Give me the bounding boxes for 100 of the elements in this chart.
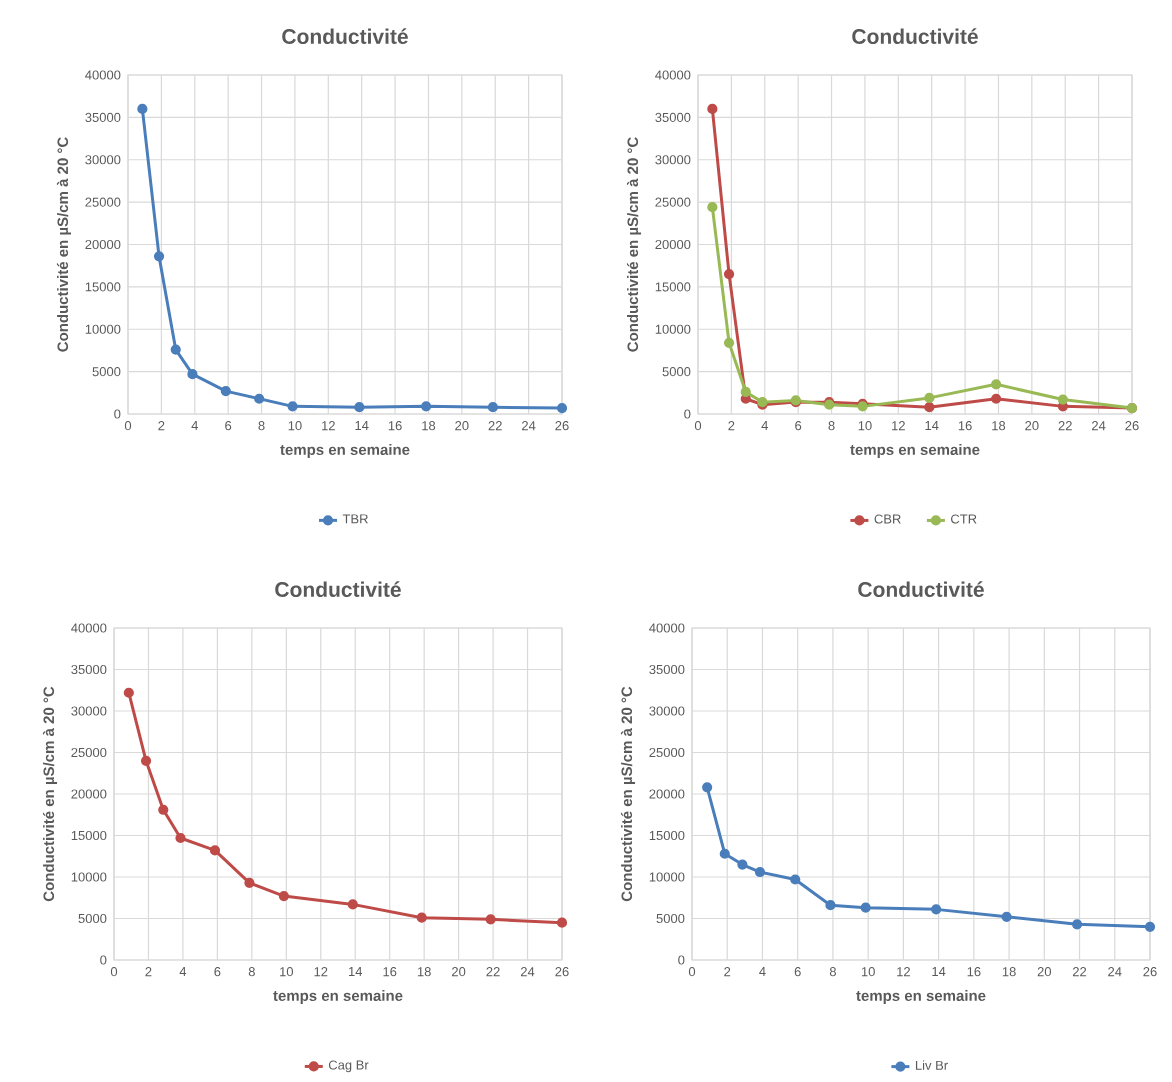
x-axis-title: temps en semaine (850, 444, 980, 458)
y-tick-label: 0 (114, 409, 121, 419)
x-tick-label: 18 (417, 967, 431, 977)
x-tick-label: 20 (455, 421, 469, 431)
y-tick-label: 5000 (662, 367, 691, 377)
x-tick-label: 16 (388, 421, 402, 431)
chart-title: Conductivité (282, 28, 408, 44)
x-tick-label: 16 (967, 967, 981, 977)
x-tick-label: 26 (1125, 421, 1139, 431)
y-tick-label: 5000 (656, 913, 685, 924)
x-tick-label: 14 (932, 967, 946, 977)
x-tick-label: 12 (897, 967, 910, 977)
x-tick-label: 20 (452, 967, 466, 977)
y-tick-label: 25000 (655, 197, 691, 207)
x-tick-label: 10 (288, 421, 302, 431)
x-tick-label: 6 (225, 421, 232, 431)
x-tick-label: 12 (892, 421, 905, 431)
x-tick-label: 10 (280, 967, 294, 977)
y-tick-label: 20000 (649, 789, 685, 799)
y-tick-label: 15000 (655, 282, 691, 292)
y-tick-label: 20000 (655, 239, 691, 250)
legend-label: Liv Br (915, 1060, 948, 1070)
x-tick-label: 22 (1058, 421, 1072, 431)
y-tick-label: 5000 (78, 913, 107, 924)
x-tick-label: 4 (179, 967, 187, 977)
x-tick-label: 0 (694, 421, 702, 431)
x-tick-label: 6 (214, 967, 221, 977)
y-tick-label: 15000 (649, 830, 685, 841)
x-tick-label: 16 (958, 421, 972, 431)
y-tick-label: 30000 (649, 706, 685, 716)
x-tick-label: 22 (486, 967, 500, 977)
x-tick-label: 6 (795, 421, 802, 431)
x-tick-label: 2 (724, 967, 731, 977)
y-tick-label: 10000 (85, 324, 121, 334)
x-tick-label: 18 (422, 421, 436, 431)
y-tick-label: 35000 (649, 664, 685, 675)
y-axis-title: Conductivité en µS/cm à 20 °C (620, 686, 636, 902)
x-tick-label: 20 (1037, 967, 1052, 977)
x-tick-label: 24 (1092, 421, 1106, 431)
x-tick-label: 10 (858, 421, 872, 431)
y-tick-label: 15000 (71, 830, 107, 841)
y-tick-label: 25000 (85, 197, 121, 207)
y-tick-label: 40000 (85, 70, 121, 80)
x-axis-title: temps en semaine (280, 444, 410, 458)
x-tick-label: 8 (248, 967, 255, 977)
chart-title: Conductivité (275, 581, 401, 597)
x-tick-label: 24 (520, 967, 535, 977)
x-tick-label: 24 (1108, 967, 1122, 977)
chart-title: Conductivité (852, 28, 978, 44)
x-tick-label: 6 (794, 967, 801, 977)
legend-label: CBR (874, 514, 901, 524)
legend-label: TBR (342, 514, 368, 524)
y-tick-label: 20000 (85, 239, 121, 250)
y-tick-label: 0 (678, 955, 685, 965)
x-tick-label: 20 (1025, 421, 1039, 431)
x-tick-label: 24 (522, 421, 536, 431)
x-tick-label: 8 (828, 421, 835, 431)
x-tick-label: 26 (555, 967, 569, 977)
y-tick-label: 40000 (649, 623, 685, 633)
y-tick-label: 30000 (655, 155, 691, 165)
x-tick-label: 22 (1072, 967, 1087, 977)
x-tick-label: 8 (258, 421, 265, 431)
y-tick-label: 35000 (85, 112, 121, 122)
x-tick-label: 22 (488, 421, 502, 431)
x-tick-label: 18 (1002, 967, 1016, 977)
y-tick-label: 0 (684, 409, 691, 419)
y-tick-label: 20000 (71, 789, 107, 799)
x-tick-label: 2 (145, 967, 152, 977)
x-tick-label: 14 (349, 967, 363, 977)
x-tick-label: 18 (992, 421, 1006, 431)
y-tick-label: 25000 (649, 747, 685, 758)
x-tick-label: 10 (861, 967, 875, 977)
x-axis-title: temps en semaine (273, 990, 403, 1004)
x-tick-label: 4 (761, 421, 768, 430)
y-tick-label: 10000 (71, 872, 107, 882)
x-tick-label: 14 (925, 421, 939, 430)
y-axis-title: Conductivité en µS/cm à 20 °C (42, 686, 58, 902)
y-tick-label: 35000 (71, 664, 107, 675)
x-tick-label: 12 (322, 421, 335, 431)
y-tick-label: 30000 (71, 706, 107, 716)
x-tick-label: 0 (124, 421, 132, 431)
x-tick-label: 2 (158, 421, 165, 431)
x-tick-label: 4 (759, 967, 766, 977)
y-tick-label: 15000 (85, 282, 121, 292)
y-tick-label: 40000 (655, 70, 691, 80)
y-tick-label: 25000 (71, 747, 107, 758)
x-tick-label: 14 (355, 421, 369, 430)
y-axis-title: Conductivité en µS/cm à 20 °C (626, 137, 642, 352)
chart-title: Conductivité (858, 581, 984, 597)
y-tick-label: 10000 (649, 872, 685, 882)
y-tick-label: 30000 (85, 155, 121, 165)
y-tick-label: 0 (100, 955, 107, 965)
x-tick-label: 16 (383, 967, 397, 977)
y-tick-label: 40000 (71, 623, 107, 633)
x-tick-label: 8 (829, 967, 836, 977)
x-tick-label: 4 (191, 421, 198, 430)
legend-label: CTR (951, 514, 977, 524)
x-tick-label: 2 (728, 421, 735, 431)
x-tick-label: 26 (555, 421, 569, 431)
x-tick-label: 12 (314, 967, 328, 977)
